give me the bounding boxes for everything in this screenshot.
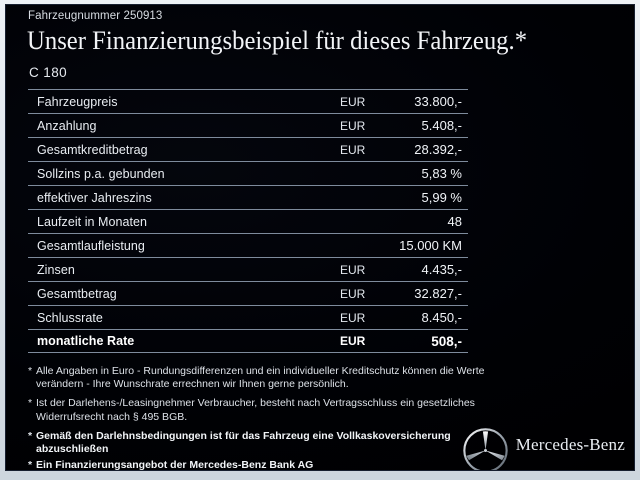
row-value: 5,83 % [421, 166, 462, 181]
table-row: Gesamtkreditbetrag EUR 28.392,- [28, 137, 468, 161]
row-value: 5.408,- [421, 118, 462, 133]
footnotes-list: * Alle Angaben in Euro - Rundungsdifferen… [28, 365, 498, 471]
footnote-marker: * [28, 459, 33, 471]
financing-offer-card: Fahrzeugnummer 250913 Unser Finanzierung… [5, 4, 635, 471]
row-label: Laufzeit in Monaten [37, 214, 148, 229]
brand-wordmark: Mercedes-Benz [515, 434, 625, 454]
table-row: monatliche Rate EUR 508,- [28, 329, 468, 353]
table-row: Anzahlung EUR 5.408,- [28, 113, 468, 137]
row-currency: EUR [340, 94, 366, 109]
row-label: Gesamtlaufleistung [37, 238, 145, 253]
row-label: Gesamtkreditbetrag [37, 142, 148, 157]
row-currency: EUR [340, 310, 366, 325]
vehicle-model: C 180 [29, 65, 68, 80]
footnote-marker: * [28, 397, 33, 410]
vehicle-number: Fahrzeugnummer 250913 [28, 10, 163, 22]
row-label: effektiver Jahreszins [37, 190, 152, 205]
row-value: 32.827,- [414, 286, 462, 301]
footnote-text: Ein Finanzierungsangebot der Mercedes-Be… [36, 459, 314, 471]
table-row: Laufzeit in Monaten 48 [28, 209, 468, 233]
table-row: Schlussrate EUR 8.450,- [28, 305, 468, 329]
row-value: 5,99 % [421, 190, 462, 205]
row-label: monatliche Rate [37, 334, 135, 348]
table-row: Fahrzeugpreis EUR 33.800,- [28, 89, 468, 113]
row-label: Sollzins p.a. gebunden [37, 166, 165, 181]
table-row: Gesamtlaufleistung 15.000 KM [28, 233, 468, 257]
page-title: Unser Finanzierungsbeispiel für dieses F… [27, 26, 528, 55]
footnote: * Alle Angaben in Euro - Rundungsdifferen… [28, 365, 498, 391]
row-value: 4.435,- [421, 262, 462, 277]
row-value: 48 [447, 214, 462, 229]
footnote-text: Alle Angaben in Euro - Rundungsdifferenz… [36, 365, 485, 391]
mercedes-star-icon [463, 428, 508, 470]
row-value: 28.392,- [414, 142, 462, 157]
financing-table: Fahrzeugpreis EUR 33.800,- Anzahlung EUR 5.40… [28, 89, 468, 353]
row-label: Zinsen [37, 262, 75, 277]
footnote-marker: * [28, 429, 33, 442]
row-value: 33.800,- [414, 94, 462, 109]
row-value: 15.000 KM [399, 238, 462, 253]
row-value: 508,- [431, 333, 462, 349]
footnote: * Ein Finanzierungsangebot der Mercedes-B… [28, 459, 498, 471]
row-currency: EUR [340, 142, 366, 157]
footnote: * Gemäß den Darlehnsbedingungen ist für d… [28, 430, 498, 456]
row-currency: EUR [340, 334, 366, 348]
footnote-text: Ist der Darlehens-/Leasingnehmer Verbrau… [36, 397, 475, 423]
row-currency: EUR [340, 118, 366, 133]
footnote-marker: * [28, 365, 33, 377]
table-row: Gesamtbetrag EUR 32.827,- [28, 281, 468, 305]
table-row: Sollzins p.a. gebunden 5,83 % [28, 161, 468, 185]
footnote: * Ist der Darlehens-/Leasingnehmer Verbra… [28, 397, 498, 423]
brand-logo: Mercedes-Benz [462, 427, 625, 470]
row-label: Fahrzeugpreis [37, 94, 118, 109]
table-row: Zinsen EUR 4.435,- [28, 257, 468, 281]
row-value: 8.450,- [421, 310, 462, 325]
row-currency: EUR [340, 286, 366, 301]
table-row: effektiver Jahreszins 5,99 % [28, 185, 468, 209]
footnote-text: Gemäß den Darlehnsbedingungen ist für da… [36, 429, 451, 456]
row-label: Schlussrate [37, 310, 103, 325]
row-currency: EUR [340, 262, 366, 277]
row-label: Gesamtbetrag [37, 286, 117, 301]
row-label: Anzahlung [37, 118, 97, 133]
